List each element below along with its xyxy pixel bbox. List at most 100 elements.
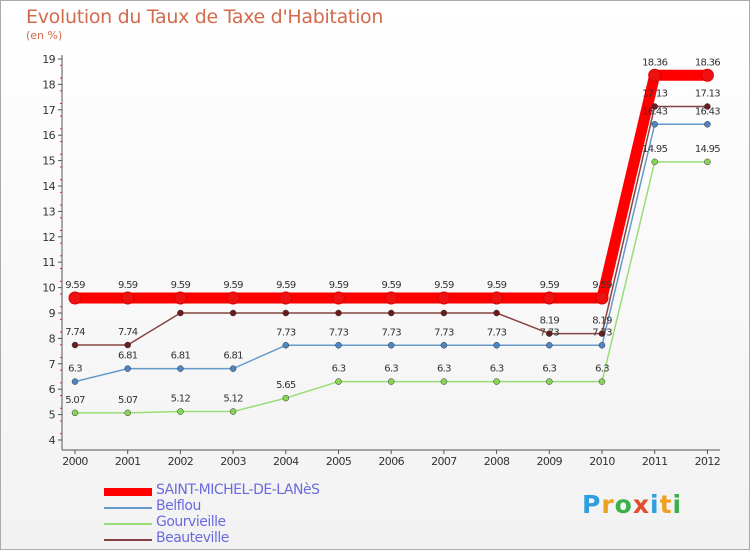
data-label: 18.36 (695, 57, 720, 68)
data-point (384, 291, 398, 305)
data-point (335, 378, 342, 385)
data-point (598, 330, 606, 337)
data-point (282, 342, 290, 349)
data-point (177, 309, 184, 317)
data-point (651, 103, 658, 110)
data-label: 7.73 (540, 327, 560, 338)
x-tick-label: 2000 (62, 455, 88, 468)
data-point (387, 342, 395, 349)
data-label: 9.59 (540, 280, 560, 291)
x-tick-label: 2004 (273, 455, 299, 468)
x-tick-label: 2009 (536, 455, 562, 468)
legend-label: Gourvieille (156, 514, 226, 530)
data-point (440, 309, 448, 317)
data-label: 5.12 (223, 394, 243, 405)
data-label: 9.59 (276, 280, 296, 291)
data-label: 6.81 (118, 351, 138, 362)
data-label: 9.59 (487, 280, 507, 291)
y-tick-label: 16 (42, 129, 55, 142)
data-point (282, 394, 290, 402)
data-label: 9.59 (171, 280, 191, 291)
data-label: 7.74 (118, 327, 138, 338)
data-label: 7.73 (434, 327, 454, 338)
y-tick-label: 6 (49, 383, 56, 396)
logo-letter: o (614, 490, 633, 519)
data-label: 8.19 (592, 316, 612, 327)
x-tick-label: 2002 (168, 455, 194, 468)
data-point (546, 330, 553, 337)
data-point (493, 378, 500, 385)
data-label: 7.74 (65, 327, 85, 338)
data-label: 9.59 (592, 280, 612, 291)
data-label: 6.3 (595, 364, 609, 375)
logo-letter: P (582, 490, 602, 519)
data-point (177, 365, 184, 372)
data-point (173, 291, 187, 305)
y-tick-label: 14 (42, 180, 55, 193)
y-tick-label: 10 (42, 282, 55, 295)
logo-letter: i (650, 490, 660, 519)
data-point (229, 309, 237, 317)
logo-letter: t (659, 490, 673, 519)
data-label: 5.07 (65, 395, 85, 406)
y-tick-label: 13 (42, 205, 55, 218)
data-label: 6.81 (171, 351, 191, 362)
data-label: 9.59 (223, 280, 243, 291)
data-point (279, 291, 293, 305)
series-line (74, 105, 709, 346)
data-point (177, 408, 184, 415)
data-point (493, 342, 500, 349)
data-label: 5.65 (276, 380, 296, 391)
data-point (124, 365, 131, 372)
data-label: 6.3 (437, 364, 451, 375)
x-tick-label: 2003 (220, 455, 246, 468)
data-point (335, 342, 342, 349)
data-label: 5.12 (171, 394, 191, 405)
data-point (71, 409, 79, 417)
data-point (704, 158, 711, 166)
data-label: 16.43 (642, 106, 667, 117)
y-tick-label: 15 (42, 155, 55, 168)
data-point (121, 291, 135, 305)
chart-title: Evolution du Taux de Taxe d'Habitation (26, 6, 384, 28)
data-point (700, 68, 714, 82)
x-tick-label: 2005 (326, 455, 352, 468)
data-label: 9.59 (65, 280, 85, 291)
legend-label: Beauteville (156, 530, 229, 546)
data-label: 18.36 (642, 57, 667, 68)
data-point (229, 365, 237, 372)
x-tick-label: 2001 (115, 455, 141, 468)
data-point (546, 378, 553, 385)
data-label: 9.59 (329, 280, 349, 291)
data-point (546, 342, 553, 349)
data-point (490, 291, 504, 305)
data-point (440, 342, 448, 349)
data-point (648, 68, 662, 82)
data-label: 9.59 (381, 280, 401, 291)
data-label: 6.3 (384, 364, 398, 375)
data-label: 14.95 (642, 144, 667, 155)
x-tick-label: 2008 (484, 455, 510, 468)
y-tick-label: 5 (49, 409, 56, 422)
data-label: 6.3 (490, 364, 504, 375)
y-tick-label: 11 (42, 256, 55, 269)
logo-letter: i (672, 490, 683, 519)
data-point (387, 309, 395, 317)
data-label: 9.59 (434, 280, 454, 291)
legend-swatch (104, 507, 152, 509)
data-point (493, 309, 500, 317)
data-label: 6.3 (332, 364, 346, 375)
legend-label: Belflou (156, 498, 201, 514)
data-point (387, 378, 395, 385)
series-line (69, 69, 713, 304)
data-point (229, 408, 237, 415)
data-label: 5.07 (118, 395, 138, 406)
data-point (437, 291, 451, 305)
data-point (651, 121, 658, 128)
data-label: 7.73 (329, 327, 349, 338)
logo-letter: r (601, 490, 615, 519)
y-tick-label: 7 (49, 358, 56, 371)
y-tick-label: 18 (42, 78, 55, 91)
y-tick-label: 17 (42, 104, 55, 117)
